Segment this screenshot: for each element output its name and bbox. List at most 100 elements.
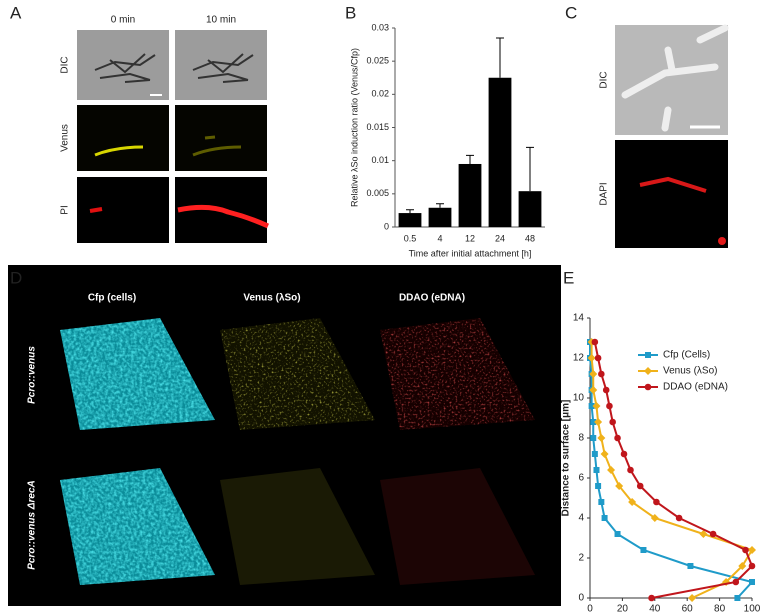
bar bbox=[428, 207, 452, 227]
column-label: Venus (λSo) bbox=[243, 293, 300, 304]
error-bar bbox=[526, 146, 534, 192]
marker bbox=[615, 482, 624, 490]
y-axis-title: Distance to surface [μm] bbox=[561, 400, 572, 517]
x-tick-label: 20 bbox=[617, 604, 629, 615]
panel-a-images bbox=[77, 30, 270, 243]
column-label: 10 min bbox=[206, 15, 236, 26]
x-tick-label: 80 bbox=[714, 604, 726, 615]
y-tick-label: 0.015 bbox=[366, 122, 389, 132]
marker bbox=[653, 498, 660, 506]
y-tick-label: 0 bbox=[384, 221, 389, 231]
marker bbox=[601, 515, 608, 521]
dic-image bbox=[175, 30, 267, 100]
y-tick-label: 6 bbox=[578, 473, 584, 484]
marker bbox=[594, 418, 603, 426]
marker bbox=[648, 594, 655, 602]
row-label: Venus bbox=[60, 124, 71, 152]
row-label: Pcro::venus ΔrecA bbox=[27, 480, 38, 570]
y-tick-label: 0.025 bbox=[366, 56, 389, 66]
x-axis-title: Time after initial attachment [h] bbox=[409, 248, 532, 258]
marker bbox=[594, 354, 602, 362]
row-label: PI bbox=[60, 205, 71, 214]
column-label: DDAO (eDNA) bbox=[399, 293, 465, 304]
marker bbox=[620, 450, 628, 458]
marker bbox=[640, 547, 647, 553]
panel-label: B bbox=[345, 3, 356, 22]
marker bbox=[748, 562, 756, 570]
marker bbox=[699, 530, 708, 538]
marker bbox=[591, 451, 598, 457]
y-tick-label: 8 bbox=[578, 433, 584, 444]
marker bbox=[627, 466, 634, 474]
x-tick-label: 0.5 bbox=[404, 233, 417, 243]
panel-label: D bbox=[10, 268, 22, 287]
marker bbox=[606, 402, 613, 410]
marker bbox=[644, 367, 652, 375]
marker bbox=[607, 466, 616, 474]
bar bbox=[458, 163, 482, 227]
panel-d-images bbox=[8, 265, 561, 606]
marker bbox=[688, 594, 697, 602]
marker bbox=[589, 370, 598, 378]
marker bbox=[598, 499, 605, 505]
marker bbox=[609, 418, 616, 426]
panel-c-images bbox=[615, 24, 729, 248]
marker bbox=[602, 386, 610, 394]
marker bbox=[593, 467, 600, 473]
y-tick-label: 0.02 bbox=[371, 89, 389, 99]
bar bbox=[518, 191, 542, 227]
legend-label: DDAO (eDNA) bbox=[663, 382, 728, 393]
y-tick-label: 0.005 bbox=[366, 188, 389, 198]
marker bbox=[650, 514, 659, 522]
marker bbox=[590, 419, 597, 425]
x-tick-label: 48 bbox=[525, 233, 535, 243]
marker bbox=[600, 450, 609, 458]
marker bbox=[588, 403, 595, 409]
x-tick-label: 40 bbox=[649, 604, 661, 615]
marker bbox=[614, 434, 621, 442]
marker bbox=[592, 402, 601, 410]
marker bbox=[597, 434, 606, 442]
column-label: Cfp (cells) bbox=[88, 293, 136, 304]
legend-label: Venus (λSo) bbox=[663, 366, 717, 377]
row-label: Pcro::venus bbox=[27, 346, 38, 404]
x-tick-label: 0 bbox=[587, 604, 593, 615]
y-tick-label: 2 bbox=[578, 553, 584, 564]
row-label: DAPI bbox=[599, 182, 610, 205]
x-tick-label: 60 bbox=[682, 604, 694, 615]
marker bbox=[732, 578, 740, 586]
y-tick-label: 0.01 bbox=[371, 155, 389, 165]
y-tick-label: 0 bbox=[578, 593, 584, 604]
x-tick-label: 100 bbox=[744, 604, 760, 615]
y-axis-title: Relative λSo induction ratio (Venus/Cfp) bbox=[349, 48, 359, 207]
marker bbox=[709, 530, 717, 538]
marker bbox=[591, 338, 599, 346]
legend-label: Cfp (Cells) bbox=[663, 350, 710, 361]
marker bbox=[598, 370, 605, 378]
marker bbox=[734, 595, 741, 601]
y-tick-label: 10 bbox=[573, 393, 585, 404]
marker bbox=[742, 546, 749, 554]
marker bbox=[748, 546, 756, 554]
x-tick-label: 12 bbox=[465, 233, 475, 243]
marker bbox=[738, 562, 747, 570]
marker bbox=[628, 498, 637, 506]
marker bbox=[749, 579, 755, 585]
y-tick-label: 14 bbox=[573, 313, 585, 324]
panel-label: C bbox=[565, 3, 577, 22]
marker bbox=[589, 386, 598, 394]
x-tick-label: 24 bbox=[495, 233, 505, 243]
y-tick-label: 4 bbox=[578, 513, 584, 524]
marker bbox=[595, 483, 602, 489]
y-tick-label: 0.03 bbox=[371, 22, 389, 32]
marker bbox=[687, 563, 694, 569]
bar bbox=[398, 213, 422, 227]
marker bbox=[645, 352, 651, 358]
y-tick-label: 12 bbox=[573, 353, 585, 364]
marker bbox=[675, 514, 683, 522]
marker bbox=[590, 435, 597, 441]
panel-label: E bbox=[563, 268, 574, 287]
error-bar bbox=[436, 203, 444, 208]
error-bar bbox=[466, 154, 474, 164]
